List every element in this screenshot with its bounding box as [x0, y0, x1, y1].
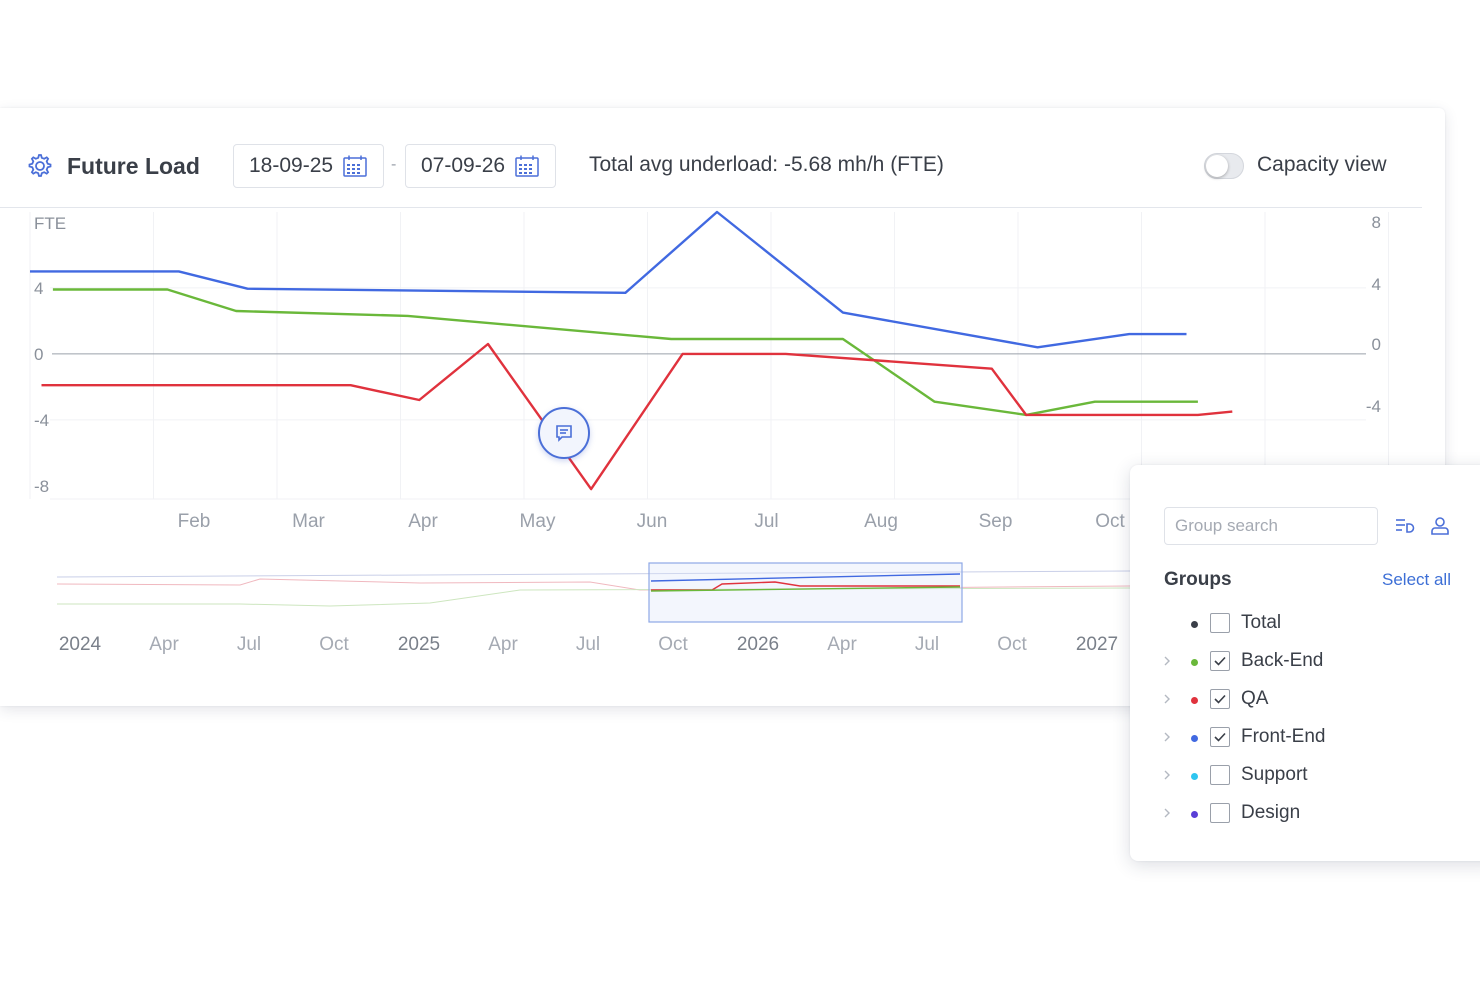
group-color-dot	[1191, 735, 1198, 742]
date-separator: -	[391, 156, 397, 173]
y-tick-label-right: 8	[1372, 213, 1381, 232]
gear-icon[interactable]	[26, 152, 54, 180]
user-icon[interactable]	[1429, 515, 1451, 537]
y-tick-label-right: 4	[1372, 275, 1381, 294]
series-line-front-end	[30, 210, 1187, 349]
x-tick-label: Jun	[637, 511, 668, 532]
x-tick-label: Oct	[1095, 511, 1125, 532]
group-checkbox[interactable]	[1210, 727, 1230, 747]
comment-button[interactable]	[538, 407, 590, 459]
y-tick-label-left: 0	[34, 345, 43, 364]
overview-x-tick-label: Jul	[576, 634, 600, 655]
check-icon	[1214, 732, 1226, 742]
group-item-support[interactable]: Support	[1160, 763, 1480, 793]
overview-selected-back-end	[650, 586, 961, 592]
series-line-back-end	[52, 288, 1198, 417]
sort-icon[interactable]	[1394, 515, 1416, 537]
group-checkbox[interactable]	[1210, 803, 1230, 823]
groups-panel: Groups Select all Total Back-End QA Front-E…	[1130, 465, 1480, 861]
check-icon	[1214, 656, 1226, 666]
overview-x-tick-label: Oct	[997, 634, 1027, 655]
group-color-dot	[1191, 659, 1198, 666]
chevron-right-icon[interactable]	[1160, 806, 1174, 820]
overview-line-front-end	[56, 570, 1131, 578]
x-tick-label: Aug	[864, 511, 898, 532]
chevron-right-icon[interactable]	[1160, 730, 1174, 744]
overview-x-tick-label: 2024	[59, 634, 102, 655]
group-label: Design	[1241, 802, 1301, 823]
y-tick-label-left: -4	[34, 411, 49, 430]
chevron-right-icon[interactable]	[1160, 654, 1174, 668]
group-search-input[interactable]	[1164, 507, 1378, 545]
group-label: Support	[1241, 764, 1308, 785]
future-load-card: Future Load 18-09-25 - 07-09-26 Total av…	[0, 108, 1445, 706]
overview-x-tick-label: 2026	[737, 634, 779, 655]
x-tick-label: Jul	[754, 511, 778, 532]
group-item-design[interactable]: Design	[1160, 801, 1480, 831]
x-tick-label: Feb	[178, 511, 211, 532]
overview-x-tick-label: Apr	[488, 634, 518, 655]
group-color-dot	[1191, 811, 1198, 818]
overview-x-tick-label: Jul	[237, 634, 261, 655]
y-tick-label-left: 4	[34, 279, 43, 298]
group-checkbox[interactable]	[1210, 651, 1230, 671]
overview-x-tick-label: Oct	[658, 634, 688, 655]
groups-title: Groups	[1164, 569, 1232, 590]
overview-x-tick-label: Jul	[915, 634, 939, 655]
group-item-back-end[interactable]: Back-End	[1160, 649, 1480, 679]
start-date-picker[interactable]: 18-09-25	[233, 144, 384, 188]
capacity-view-toggle[interactable]	[1204, 153, 1244, 179]
overview-x-tick-label: Apr	[827, 634, 857, 655]
end-date-picker[interactable]: 07-09-26	[405, 144, 556, 188]
overview-line-back-end	[57, 587, 1131, 607]
group-color-dot	[1191, 697, 1198, 704]
group-color-dot	[1191, 773, 1198, 780]
group-checkbox[interactable]	[1210, 765, 1230, 785]
y-tick-label-right: 0	[1372, 335, 1381, 354]
check-icon	[1214, 694, 1226, 704]
overview-x-tick-label: 2027	[1076, 634, 1118, 655]
group-label: Total	[1241, 612, 1282, 633]
calendar-icon[interactable]	[343, 155, 367, 177]
overview-x-tick-label: Apr	[149, 634, 179, 655]
x-tick-label: May	[520, 511, 556, 532]
y-tick-label-right: -4	[1366, 397, 1381, 416]
page-title: Future Load	[67, 153, 200, 179]
chevron-right-icon[interactable]	[1160, 768, 1174, 782]
group-color-dot	[1191, 621, 1198, 628]
calendar-icon[interactable]	[515, 155, 539, 177]
end-date-value: 07-09-26	[421, 154, 506, 177]
series-line-qa	[41, 342, 1233, 491]
overview-selected-front-end	[650, 573, 961, 582]
toggle-knob	[1206, 155, 1228, 177]
underload-summary: Total avg underload: -5.68 mh/h (FTE)	[589, 153, 944, 176]
x-tick-label: Sep	[979, 511, 1013, 532]
x-tick-label: Mar	[292, 511, 325, 532]
group-label: QA	[1241, 688, 1269, 709]
select-all-link[interactable]: Select all	[1382, 570, 1451, 589]
chevron-right-icon[interactable]	[1160, 692, 1174, 706]
group-checkbox[interactable]	[1210, 689, 1230, 709]
overview-selection-window	[648, 562, 963, 623]
y-axis-title: FTE	[34, 214, 66, 233]
group-item-total[interactable]: Total	[1160, 611, 1480, 641]
group-checkbox[interactable]	[1210, 613, 1230, 633]
overview-x-tick-label: 2025	[398, 634, 440, 655]
overview-x-tick-label: Oct	[319, 634, 349, 655]
group-label: Back-End	[1241, 650, 1324, 671]
capacity-view-label: Capacity view	[1257, 153, 1387, 176]
y-tick-label-left: -8	[34, 477, 49, 496]
group-item-front-end[interactable]: Front-End	[1160, 725, 1480, 755]
comment-icon	[556, 425, 572, 442]
start-date-value: 18-09-25	[249, 154, 334, 177]
x-tick-label: Apr	[408, 511, 438, 532]
group-label: Front-End	[1241, 726, 1326, 747]
toolbar: Future Load 18-09-25 - 07-09-26 Total av…	[0, 108, 1422, 208]
group-item-qa[interactable]: QA	[1160, 687, 1480, 717]
